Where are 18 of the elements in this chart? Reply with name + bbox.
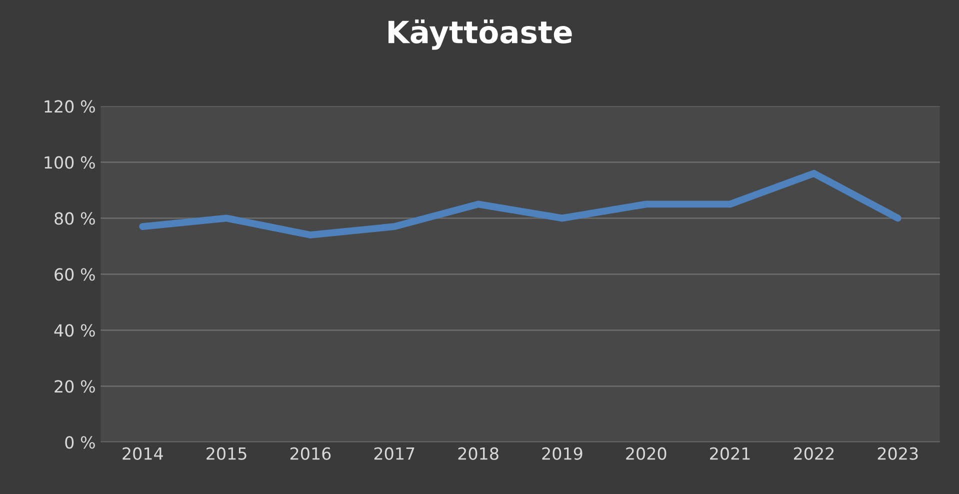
x-tick-label: 2020 xyxy=(626,447,666,460)
x-tick-label: 2019 xyxy=(542,447,582,460)
y-tick-label: 80 % xyxy=(54,212,95,225)
x-tick-label: 2015 xyxy=(206,447,246,460)
y-tick-label: 40 % xyxy=(54,324,95,337)
y-tick-label: 100 % xyxy=(44,156,95,169)
y-tick-label: 0 % xyxy=(65,436,95,449)
x-tick-label: 2016 xyxy=(290,447,331,460)
y-tick-label: 20 % xyxy=(54,380,95,393)
x-tick-label: 2018 xyxy=(458,447,498,460)
y-tick-label: 120 % xyxy=(44,100,95,113)
x-tick-label: 2022 xyxy=(794,447,834,460)
x-tick-label: 2023 xyxy=(878,447,918,460)
y-tick-label: 60 % xyxy=(54,268,95,281)
chart-title: Käyttöaste xyxy=(388,19,572,50)
x-tick-label: 2021 xyxy=(710,447,750,460)
x-tick-label: 2017 xyxy=(374,447,414,460)
x-tick-label: 2014 xyxy=(122,447,163,460)
